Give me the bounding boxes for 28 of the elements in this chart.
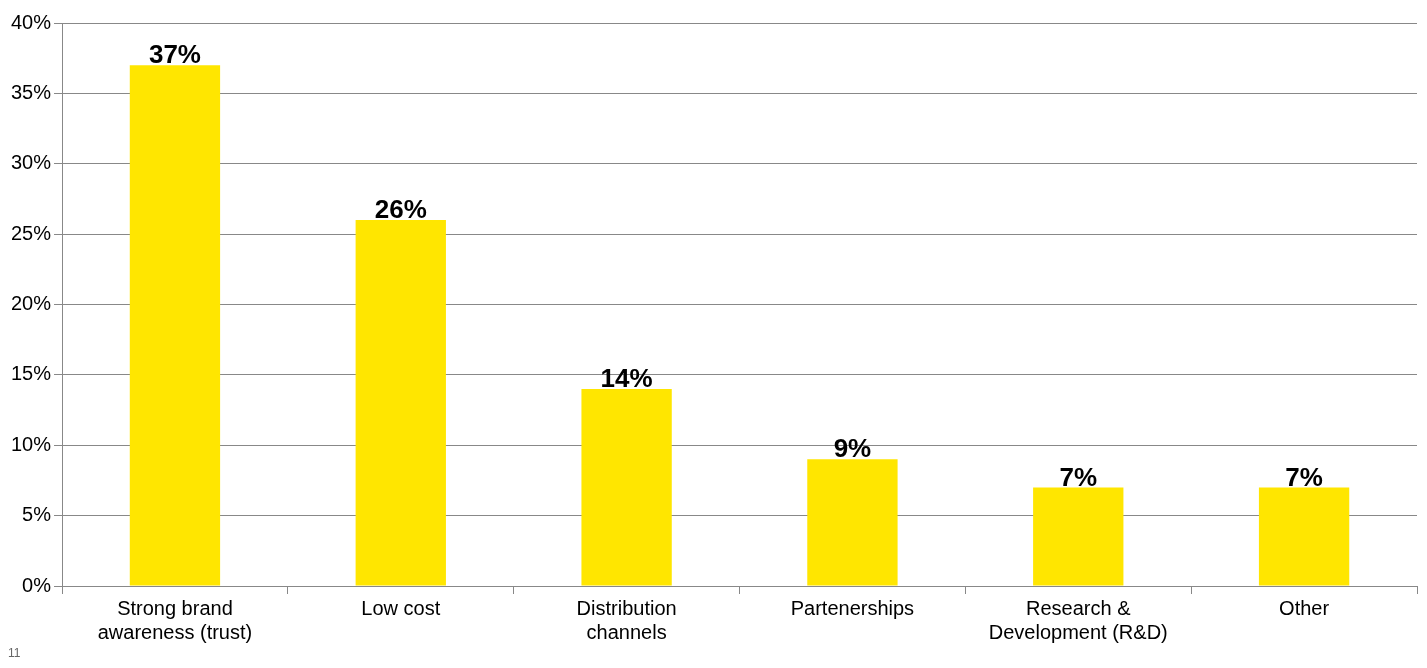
y-tick-label: 5% <box>22 503 52 526</box>
data-label: 7% <box>1285 461 1323 492</box>
data-label: 7% <box>1059 461 1098 492</box>
bar <box>1033 487 1124 586</box>
bar <box>581 388 672 586</box>
bar <box>355 220 446 586</box>
y-tick-label: 40% <box>11 10 52 33</box>
text: 11 <box>8 646 21 660</box>
x-tick-label: Strong brand awareness (trust) <box>97 596 253 643</box>
data-label: 37% <box>148 39 201 70</box>
y-tick-label: 25% <box>11 221 52 244</box>
y-tick-label: 15% <box>11 362 52 385</box>
bar <box>807 459 898 586</box>
y-tick-label: 35% <box>11 80 52 103</box>
x-tick-label: Distribution channels <box>576 596 677 643</box>
bar <box>1258 487 1350 586</box>
y-tick-label: 20% <box>11 292 52 315</box>
y-tick-label: 30% <box>11 151 52 174</box>
y-tick-label: 10% <box>11 432 52 455</box>
x-tick-label: Research & Development (R&D) <box>988 596 1168 643</box>
data-label: 14% <box>600 363 653 394</box>
x-tick-label: Partenerships <box>790 596 915 619</box>
bar <box>129 65 221 586</box>
x-tick-label: Other <box>1279 596 1330 619</box>
data-label: 26% <box>374 194 427 225</box>
data-label: 9% <box>833 433 872 464</box>
x-tick-label: Low cost <box>361 596 441 619</box>
y-tick-label: 0% <box>22 573 52 596</box>
